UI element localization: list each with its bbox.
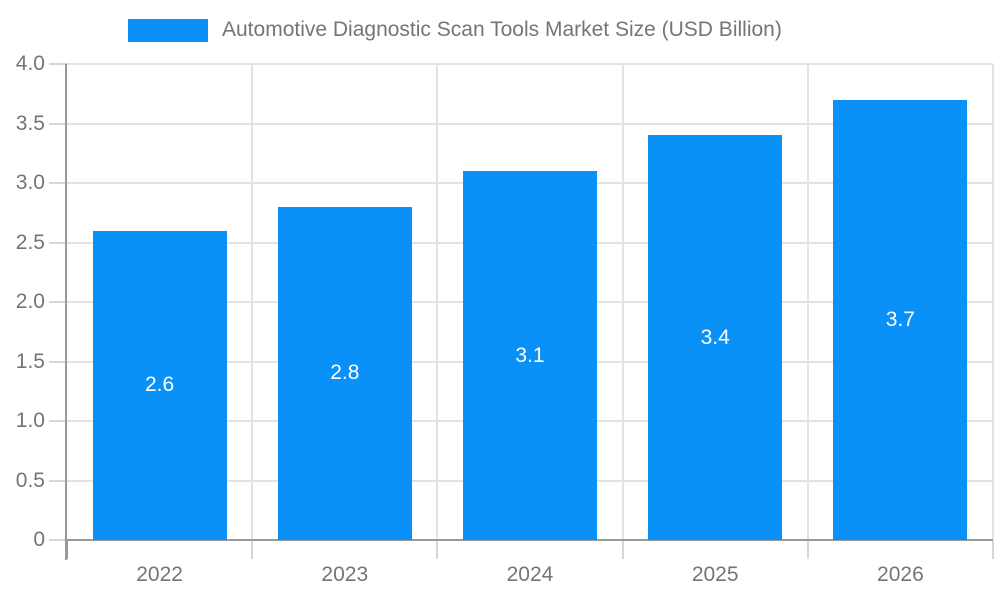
y-axis-tick-label: 1.0 bbox=[15, 409, 45, 432]
chart-title: Automotive Diagnostic Scan Tools Market … bbox=[222, 18, 782, 41]
y-axis-tick bbox=[49, 301, 67, 303]
x-axis-tick bbox=[992, 541, 994, 559]
x-axis-label: 2025 bbox=[691, 563, 739, 586]
v-gridline bbox=[992, 64, 994, 540]
v-gridline bbox=[621, 64, 624, 540]
bar-value-label: 3.7 bbox=[885, 307, 915, 331]
x-axis-label: 2022 bbox=[136, 563, 183, 586]
y-axis-tick bbox=[49, 420, 67, 422]
x-axis-tick bbox=[806, 541, 809, 559]
y-axis-tick-label: 4.0 bbox=[15, 52, 45, 75]
x-axis-tick bbox=[66, 541, 68, 559]
y-axis-tick-label: 3.5 bbox=[15, 111, 45, 135]
y-axis-tick-label: 0 bbox=[33, 528, 45, 551]
bar-value-label: 3.1 bbox=[515, 343, 545, 367]
y-axis-tick bbox=[49, 479, 67, 482]
y-axis-tick-label: 3.0 bbox=[15, 171, 45, 194]
x-axis-label: 2026 bbox=[877, 563, 924, 586]
x-axis-line bbox=[65, 539, 993, 541]
x-axis-tick bbox=[436, 541, 439, 559]
y-axis-tick bbox=[49, 122, 67, 125]
x-axis-label: 2024 bbox=[506, 563, 554, 586]
v-gridline bbox=[436, 64, 439, 540]
bar-2022[interactable]: 2.6 bbox=[92, 230, 227, 540]
y-axis-tick bbox=[49, 63, 67, 65]
bar-2026[interactable]: 3.7 bbox=[833, 99, 968, 540]
bar-value-label: 3.4 bbox=[700, 325, 730, 349]
y-axis-tick bbox=[49, 360, 67, 363]
y-axis-tick bbox=[49, 182, 67, 184]
h-gridline bbox=[67, 122, 993, 125]
y-axis-tick bbox=[49, 241, 67, 244]
h-gridline bbox=[67, 63, 993, 65]
y-axis-tick-label: 1.5 bbox=[15, 349, 45, 373]
bar-value-label: 2.6 bbox=[144, 373, 175, 397]
y-axis-tick-label: 2.0 bbox=[15, 290, 45, 313]
bar-2024[interactable]: 3.1 bbox=[463, 171, 597, 540]
v-gridline bbox=[806, 64, 809, 540]
y-axis-tick-label: 2.5 bbox=[15, 230, 45, 254]
legend-swatch bbox=[128, 18, 208, 42]
x-axis-label: 2023 bbox=[321, 563, 369, 586]
x-axis-tick bbox=[251, 541, 254, 559]
x-axis-tick bbox=[621, 541, 624, 559]
bar-value-label: 2.8 bbox=[330, 361, 360, 385]
y-axis-tick-label: 0.5 bbox=[15, 468, 45, 492]
y-axis-tick bbox=[49, 539, 67, 541]
bar-2023[interactable]: 2.8 bbox=[277, 206, 412, 540]
bar-2025[interactable]: 3.4 bbox=[648, 135, 783, 540]
y-axis-line bbox=[65, 64, 67, 560]
v-gridline bbox=[251, 64, 254, 540]
chart-legend-item[interactable]: Automotive Diagnostic Scan Tools Market … bbox=[128, 17, 782, 43]
